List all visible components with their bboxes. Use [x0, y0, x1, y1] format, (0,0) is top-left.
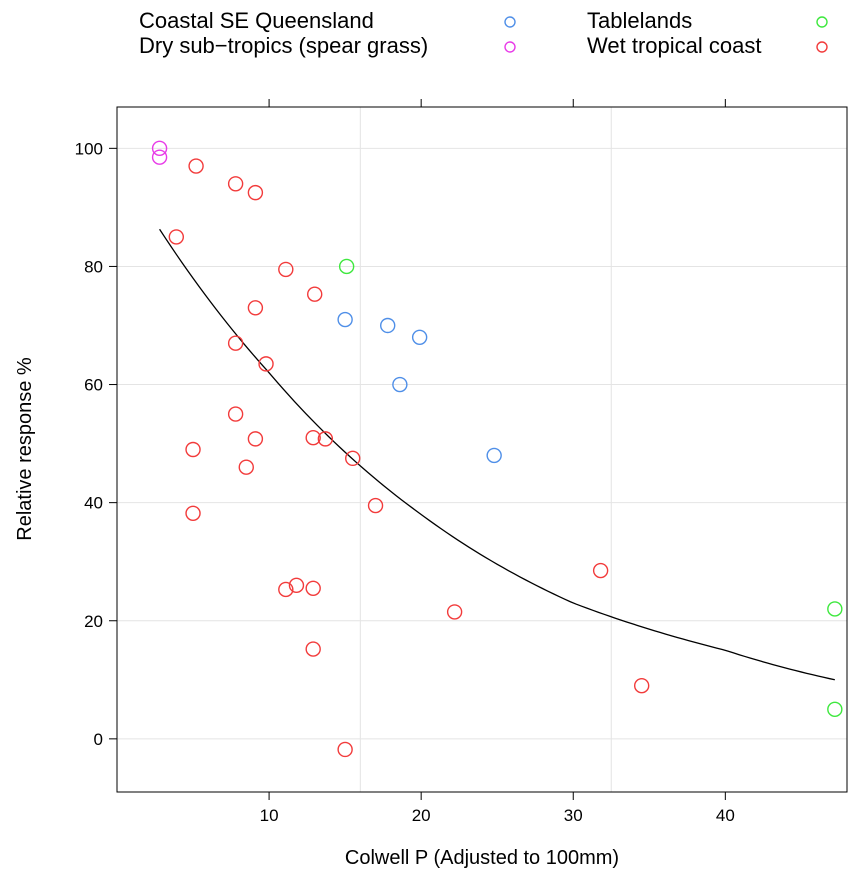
data-point-series-3	[367, 497, 384, 514]
x-tick-label: 10	[260, 806, 279, 825]
data-point-series-3	[227, 176, 244, 192]
x-tick-label: 30	[564, 806, 583, 825]
data-points	[151, 140, 843, 758]
legend-label-series-3: Wet tropical coast	[587, 33, 761, 58]
data-point-series-2	[827, 601, 843, 617]
data-point-series-3	[247, 300, 264, 316]
x-axis-label: Colwell P (Adjusted to 100mm)	[345, 847, 619, 869]
legend-label-series-0: Coastal SE Queensland	[139, 8, 374, 33]
y-tick-label: 80	[84, 257, 103, 276]
y-tick-label: 100	[75, 139, 103, 158]
data-point-series-2	[338, 258, 355, 275]
legend-marker-series-2	[816, 16, 828, 28]
data-point-series-0	[392, 376, 408, 393]
legend-marker-series-3	[816, 41, 828, 53]
plot-frame	[116, 106, 848, 793]
data-point-series-1	[151, 149, 168, 165]
data-point-series-3	[317, 431, 334, 447]
data-point-series-3	[278, 581, 294, 598]
data-point-series-2	[827, 701, 843, 718]
data-point-series-3	[446, 604, 463, 620]
y-tick-label: 20	[84, 612, 103, 631]
data-point-series-3	[238, 459, 254, 475]
x-tick-label: 20	[412, 806, 431, 825]
data-point-series-3	[305, 641, 321, 657]
fitted-curve-layer	[159, 228, 835, 681]
data-point-series-3	[305, 580, 321, 596]
data-point-series-3	[592, 562, 609, 579]
data-point-series-3	[307, 286, 323, 302]
y-tick-label: 60	[84, 376, 103, 395]
data-point-series-3	[247, 431, 264, 447]
data-point-series-3	[345, 450, 361, 467]
data-point-series-0	[380, 317, 396, 334]
data-point-series-3	[258, 356, 274, 372]
data-point-series-0	[337, 311, 353, 328]
data-point-series-3	[305, 429, 321, 446]
legend-marker-series-1	[504, 41, 516, 53]
data-point-series-3	[337, 741, 353, 758]
data-point-series-0	[411, 329, 428, 346]
data-point-series-1	[151, 140, 168, 157]
data-point-series-0	[486, 447, 502, 464]
data-point-series-3	[288, 577, 305, 594]
data-point-series-3	[168, 229, 185, 245]
y-tick-label: 40	[84, 494, 103, 513]
data-point-series-3	[247, 184, 264, 201]
data-point-series-3	[227, 335, 244, 351]
axis-ticks: 10 20 30 40 0 20 40 60 80 100	[75, 99, 735, 825]
y-tick-label: 0	[94, 730, 103, 749]
legend-marker-series-0	[504, 16, 516, 28]
data-point-series-3	[185, 441, 201, 458]
grid-lines	[117, 107, 847, 792]
data-point-series-3	[633, 678, 650, 694]
legend-label-series-1: Dry sub−tropics (spear grass)	[139, 33, 428, 58]
legend-label-series-2: Tablelands	[587, 8, 692, 33]
data-point-series-3	[185, 505, 201, 521]
x-tick-label: 40	[716, 806, 735, 825]
fitted-curve	[159, 228, 835, 681]
y-axis-label: Relative response %	[14, 357, 36, 541]
data-point-series-3	[227, 406, 244, 422]
data-point-series-3	[188, 158, 204, 174]
data-point-series-3	[278, 261, 294, 278]
